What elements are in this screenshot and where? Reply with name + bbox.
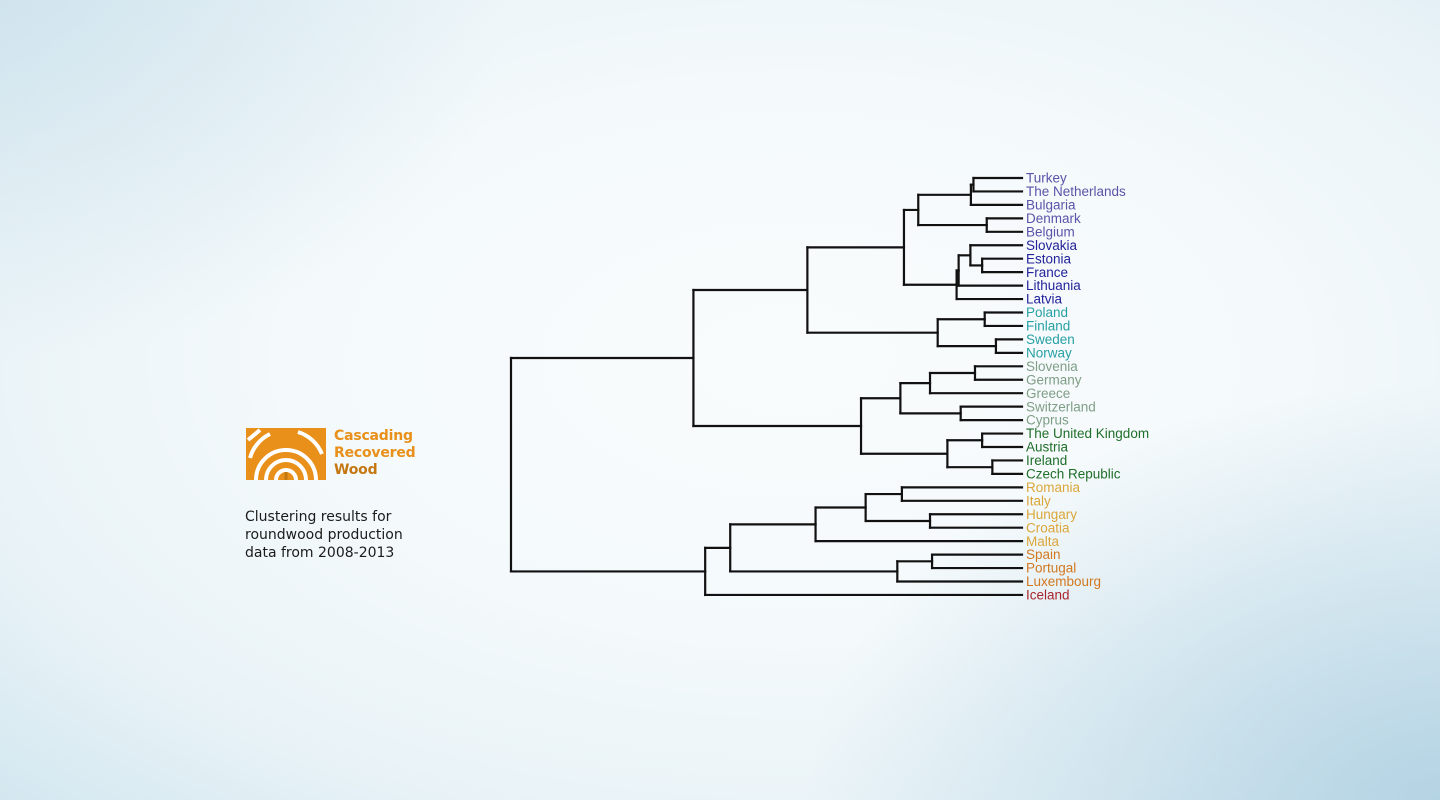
caption-line-1: Clustering results for xyxy=(245,509,392,525)
wood-rings-logo-icon xyxy=(246,428,326,480)
figure-caption: Clustering results for roundwood product… xyxy=(245,508,465,562)
leaf-label: Switzerland xyxy=(1026,399,1096,414)
leaf-label: Ireland xyxy=(1026,453,1067,468)
leaf-label: Luxembourg xyxy=(1026,574,1101,589)
leaf-label: Portugal xyxy=(1026,561,1076,576)
leaf-label: Czech Republic xyxy=(1026,467,1121,482)
leaf-label: Finland xyxy=(1026,319,1070,334)
leaf-label: Cyprus xyxy=(1026,413,1069,428)
logo-word-3: Wood xyxy=(334,462,378,478)
leaf-label: France xyxy=(1026,265,1068,280)
leaf-label: Latvia xyxy=(1026,292,1063,307)
leaf-label: Slovenia xyxy=(1026,359,1078,374)
leaf-label: Italy xyxy=(1026,493,1051,508)
leaf-label: Sweden xyxy=(1026,332,1075,347)
leaf-label: The Netherlands xyxy=(1026,184,1126,199)
leaf-label: Turkey xyxy=(1026,171,1067,186)
leaf-label: Greece xyxy=(1026,386,1070,401)
leaf-label: Croatia xyxy=(1026,520,1070,535)
leaf-label: Lithuania xyxy=(1026,278,1081,293)
leaf-label: Bulgaria xyxy=(1026,198,1076,213)
leaf-label: Norway xyxy=(1026,345,1072,360)
leaf-label: Slovakia xyxy=(1026,238,1078,253)
leaf-label: Iceland xyxy=(1026,588,1070,603)
leaf-label: Hungary xyxy=(1026,507,1077,522)
leaf-label: The United Kingdom xyxy=(1026,426,1149,441)
leaf-label: Belgium xyxy=(1026,224,1075,239)
leaf-label: Romania xyxy=(1026,480,1081,495)
logo-word-1: Cascading xyxy=(334,428,413,444)
leaf-label: Spain xyxy=(1026,547,1061,562)
leaf-label: Austria xyxy=(1026,440,1069,455)
caption-line-2: roundwood production xyxy=(245,527,403,543)
leaf-label: Malta xyxy=(1026,534,1060,549)
caption-line-3: data from 2008-2013 xyxy=(245,545,395,561)
leaf-label: Denmark xyxy=(1026,211,1081,226)
leaf-label: Poland xyxy=(1026,305,1068,320)
logo-word-2: Recovered xyxy=(334,445,416,461)
background-glow-top-left xyxy=(0,0,520,360)
background-glow-bottom-right xyxy=(800,380,1440,800)
cascading-recovered-wood-logo: Cascading Recovered Wood xyxy=(246,428,446,484)
leaf-label: Estonia xyxy=(1026,251,1072,266)
leaf-label: Germany xyxy=(1026,372,1082,387)
